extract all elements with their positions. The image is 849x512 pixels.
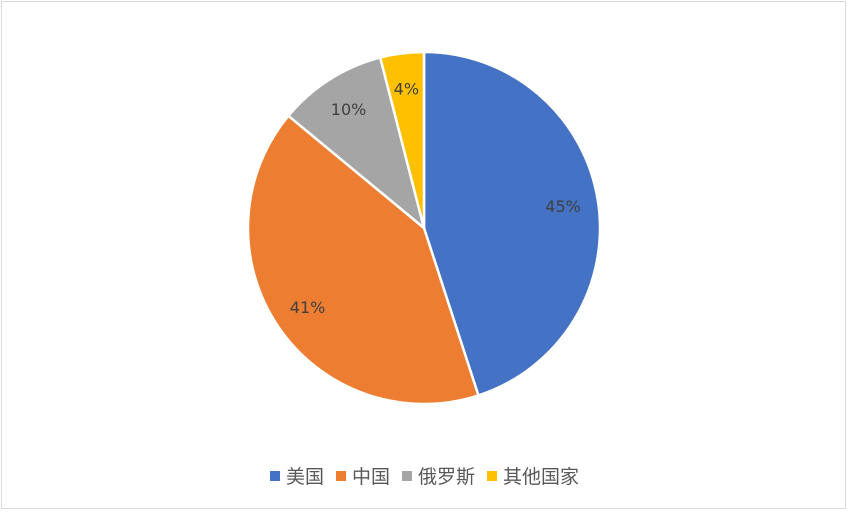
pie-slice-1 xyxy=(246,114,480,406)
data-label-1: 41% xyxy=(290,298,326,317)
pie-slice-0 xyxy=(422,50,602,397)
legend-label: 中国 xyxy=(351,466,390,488)
pie-slice-3 xyxy=(378,50,426,229)
legend-swatch xyxy=(487,470,498,481)
legend-swatch xyxy=(335,470,346,481)
legend-label: 俄罗斯 xyxy=(418,466,476,488)
legend-swatch xyxy=(402,470,412,481)
legend-item-3: 其他国家 xyxy=(487,462,579,489)
legend-swatch xyxy=(269,470,280,481)
legend-label: 其他国家 xyxy=(503,466,580,488)
data-label-2: 10% xyxy=(331,100,367,119)
legend: 美国 中国 俄罗斯 其他国家 xyxy=(0,462,849,489)
legend-item-1: 中国 xyxy=(335,462,390,489)
legend-item-2: 俄罗斯 xyxy=(402,462,475,489)
legend-item-0: 美国 xyxy=(269,462,324,489)
data-label-3: 4% xyxy=(394,79,419,98)
data-label-0: 45% xyxy=(545,197,581,216)
legend-label: 美国 xyxy=(285,466,324,488)
